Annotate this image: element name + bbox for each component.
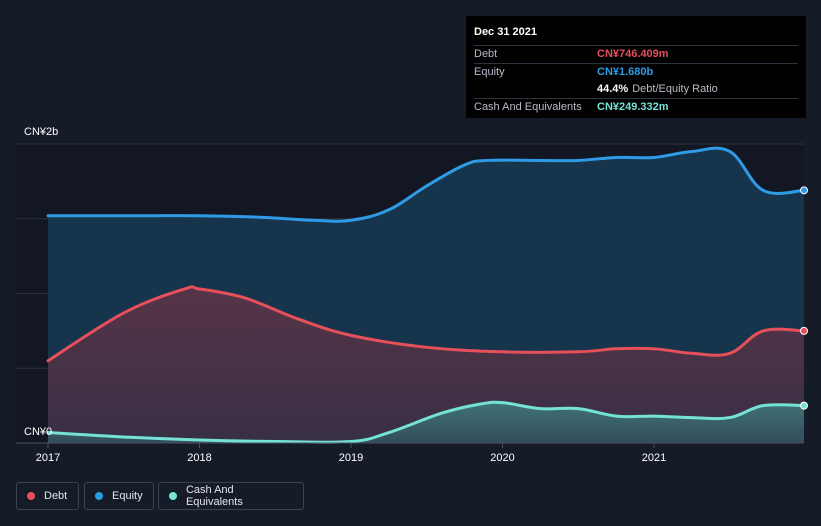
cash-and-equivalents-end-marker[interactable] xyxy=(800,401,808,410)
legend-cash-label: Cash And Equivalents xyxy=(185,484,243,508)
tooltip-row-cash: Cash And Equivalents CN¥249.332m xyxy=(474,98,798,116)
legend-equity-dot xyxy=(95,492,103,500)
tooltip-ratio-label: Debt/Equity Ratio xyxy=(632,83,718,95)
tooltip-date: Dec 31 2021 xyxy=(474,26,537,38)
tooltip-row-debt: Debt CN¥746.409m xyxy=(474,45,798,63)
legend-cash[interactable]: Cash And Equivalents xyxy=(158,482,304,510)
tooltip-row-ratio: 44.4% Debt/Equity Ratio xyxy=(474,81,798,98)
legend-debt-label: Debt xyxy=(44,490,68,502)
tooltip-cash-value: CN¥249.332m xyxy=(597,101,669,113)
series-end-markers xyxy=(800,186,808,410)
legend-debt[interactable]: Debt xyxy=(16,482,79,510)
x-tick-label-2018: 2018 xyxy=(187,452,211,464)
x-tick-label-2020: 2020 xyxy=(490,452,514,464)
legend-cash-dot xyxy=(169,492,177,500)
x-axis-ticks: 2017 2018 2019 2020 2021 xyxy=(36,443,666,464)
legend-debt-dot xyxy=(27,492,35,500)
debt-end-marker[interactable] xyxy=(800,326,808,335)
debt-line xyxy=(46,285,806,363)
legend-equity[interactable]: Equity xyxy=(84,482,154,510)
y-axis-bottom-label: CN¥0 xyxy=(24,426,52,438)
tooltip-debt-label: Debt xyxy=(474,48,498,60)
x-tick-label-2021: 2021 xyxy=(642,452,666,464)
tooltip-cash-label: Cash And Equivalents xyxy=(474,101,582,113)
tooltip-row-equity: Equity CN¥1.680b xyxy=(474,63,798,81)
series-lines xyxy=(46,146,806,444)
series-areas xyxy=(48,148,804,443)
tooltip-equity-label: Equity xyxy=(474,66,505,78)
debt-area xyxy=(48,286,804,443)
cash-and-equivalents-line xyxy=(46,400,806,444)
x-tick-label-2019: 2019 xyxy=(339,452,363,464)
y-axis-top-label: CN¥2b xyxy=(24,126,58,138)
tooltip-debt-value: CN¥746.409m xyxy=(597,48,669,60)
hover-tooltip: Dec 31 2021 Debt CN¥746.409m Equity CN¥1… xyxy=(466,16,806,118)
legend-equity-label: Equity xyxy=(112,490,143,502)
tooltip-equity-value: CN¥1.680b xyxy=(597,66,654,78)
tooltip-ratio-spacer xyxy=(474,81,597,98)
cash-and-equivalents-area xyxy=(48,402,804,443)
tooltip-ratio-value: 44.4% xyxy=(597,83,629,95)
equity-line xyxy=(46,146,806,223)
equity-end-marker[interactable] xyxy=(800,186,808,195)
x-tick-label-2017: 2017 xyxy=(36,452,60,464)
